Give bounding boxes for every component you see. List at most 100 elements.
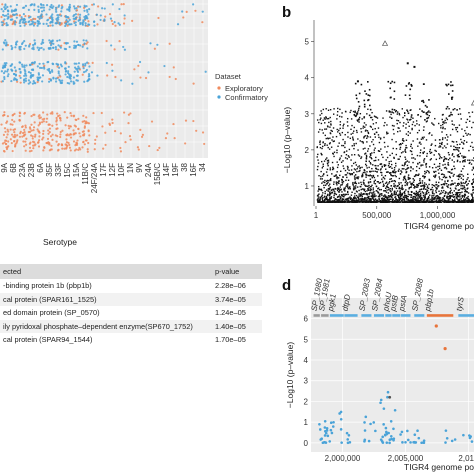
data-point	[465, 190, 468, 193]
data-point	[84, 62, 87, 65]
data-point	[367, 174, 370, 177]
data-point	[469, 145, 472, 148]
data-point	[378, 200, 381, 203]
data-point	[352, 138, 354, 140]
data-point	[358, 195, 360, 197]
data-point	[2, 133, 6, 136]
data-point	[373, 151, 375, 154]
data-point	[389, 116, 391, 118]
data-point	[435, 200, 437, 202]
data-point	[353, 154, 356, 156]
data-point	[328, 201, 331, 203]
data-point	[48, 149, 51, 152]
data-point	[467, 195, 469, 198]
data-point	[425, 112, 428, 114]
data-point	[420, 164, 422, 166]
data-point	[6, 133, 9, 136]
data-point	[388, 196, 391, 198]
data-point	[393, 133, 395, 135]
data-point	[336, 118, 338, 120]
data-point	[401, 108, 403, 110]
data-point	[388, 182, 390, 184]
data-point	[440, 173, 443, 176]
data-point	[394, 172, 396, 174]
data-point	[1, 66, 5, 69]
data-point	[388, 188, 390, 191]
legend-title: Dataset	[215, 72, 242, 81]
data-point	[463, 185, 465, 187]
data-point	[405, 196, 408, 199]
data-point	[458, 200, 460, 203]
data-point	[356, 112, 358, 115]
data-point	[463, 201, 466, 203]
data-point	[431, 200, 433, 203]
data-point	[354, 82, 357, 85]
data-point	[321, 197, 323, 199]
data-point	[393, 183, 395, 185]
data-point	[362, 198, 365, 200]
data-point	[400, 194, 403, 197]
data-point	[329, 183, 331, 185]
data-point	[447, 179, 449, 182]
data-point	[77, 127, 80, 131]
data-point	[346, 199, 349, 201]
data-point	[456, 160, 459, 163]
data-point	[369, 125, 372, 128]
data-point	[462, 182, 464, 184]
data-point	[45, 22, 48, 25]
data-point	[73, 20, 76, 23]
data-point	[83, 132, 86, 136]
data-point	[397, 185, 399, 187]
data-point	[48, 39, 51, 42]
data-point	[365, 157, 368, 159]
data-point	[322, 165, 324, 168]
data-point	[398, 183, 401, 186]
gene-label: phoU	[381, 291, 393, 313]
y-tick-label: 2	[305, 146, 310, 155]
data-point	[92, 3, 95, 6]
data-point	[339, 127, 341, 130]
data-point	[468, 201, 470, 203]
data-point	[359, 200, 361, 202]
data-point	[395, 198, 398, 201]
data-point	[405, 189, 407, 191]
data-point	[403, 168, 405, 170]
data-point	[397, 120, 400, 122]
data-point	[192, 119, 195, 123]
data-point	[83, 120, 86, 123]
data-point	[410, 114, 413, 116]
data-point	[397, 170, 400, 172]
data-point	[36, 128, 39, 131]
data-point	[341, 199, 343, 201]
data-point	[81, 21, 84, 24]
data-point	[389, 200, 392, 203]
gene-bar	[313, 314, 320, 317]
data-point	[468, 436, 472, 440]
data-point	[404, 181, 407, 184]
data-point	[331, 191, 333, 194]
data-point	[466, 184, 468, 186]
data-point	[15, 78, 18, 81]
data-point	[340, 189, 342, 191]
data-point	[461, 128, 463, 130]
data-point	[466, 188, 468, 190]
data-point	[339, 201, 342, 203]
data-point	[415, 186, 418, 188]
data-point	[100, 111, 103, 115]
data-point	[21, 125, 24, 128]
data-point	[24, 140, 27, 143]
data-point	[347, 166, 349, 169]
data-point	[456, 148, 458, 151]
data-point	[321, 189, 323, 192]
data-point	[82, 140, 85, 143]
data-point	[390, 195, 393, 198]
data-point	[32, 43, 35, 47]
data-point	[404, 196, 406, 199]
data-point	[439, 200, 441, 202]
data-point	[407, 199, 409, 202]
data-point	[367, 187, 369, 190]
data-point	[352, 110, 355, 113]
data-point	[424, 119, 426, 121]
data-point	[416, 193, 419, 196]
